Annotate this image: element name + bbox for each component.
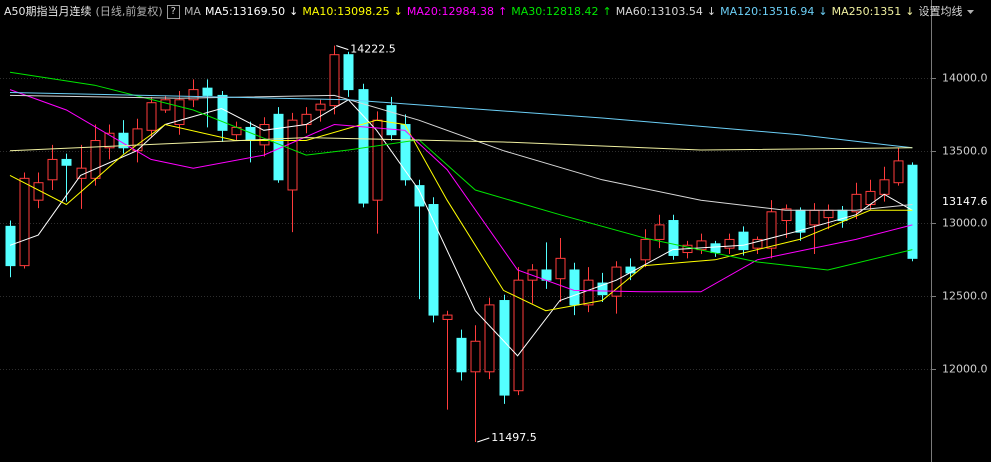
ma-line [9, 89, 913, 293]
candle-body [315, 103, 326, 111]
candle-body [428, 204, 439, 316]
legend-trend: ↓ [393, 5, 403, 18]
candle-body [47, 158, 58, 181]
candle-body [343, 54, 354, 91]
ma-line [9, 94, 913, 211]
legend-trend: ↓ [289, 5, 299, 18]
ma-line [9, 99, 913, 357]
legend-trend: ↓ [905, 5, 915, 18]
candle-body [400, 124, 411, 181]
candle-body [90, 140, 101, 179]
candle-body [33, 182, 44, 201]
candle-body [513, 279, 524, 392]
candle-body [823, 209, 834, 219]
candle-body [640, 238, 651, 261]
candle-body [555, 257, 566, 280]
help-button[interactable]: ? [166, 5, 180, 19]
dropdown-icon[interactable] [966, 8, 975, 16]
candle-body [484, 304, 495, 373]
legend-entry: MA20:12984.38 [406, 5, 495, 18]
annotation-arrow [477, 437, 490, 443]
candle-body [329, 54, 340, 107]
legend-entry: MA30:12818.42 [511, 5, 599, 18]
candle-body [259, 124, 270, 146]
candle-body [710, 243, 721, 254]
legend-trend: ↓ [818, 5, 828, 18]
candle-body [202, 87, 213, 96]
candle-body [752, 238, 763, 249]
ma-line [9, 119, 913, 312]
y-tick-label: 12500.0 [942, 290, 988, 303]
candle-body [583, 279, 594, 306]
candle-body [470, 340, 481, 373]
ma-line [9, 71, 913, 271]
candle-body [781, 208, 792, 222]
candle-body [188, 89, 199, 101]
settings-button[interactable]: 设置均线 [918, 5, 963, 18]
legend-entry: MA10:13098.25 [302, 5, 390, 18]
candle-body [879, 179, 890, 195]
candle-body [738, 231, 749, 251]
candle-body [668, 220, 679, 256]
ma-line [9, 92, 913, 149]
candle-body [795, 209, 806, 233]
legend-entry: MA60:13103.54 [615, 5, 703, 18]
candle-body [104, 132, 115, 149]
candle-body [851, 193, 862, 213]
legend-trend: ↓ [706, 5, 717, 18]
candle-body [569, 269, 580, 306]
candle-body [499, 300, 510, 396]
annotation-label: 11497.5 [491, 431, 537, 444]
candle-body [174, 99, 185, 126]
y-tick-label: 14000.0 [942, 72, 988, 85]
candle-body [907, 164, 918, 259]
legend-trend: ↑ [498, 5, 508, 18]
candle-body [19, 177, 30, 267]
candle-body [724, 238, 735, 249]
candle-body [654, 224, 665, 240]
legend-entry: MA250:1351 [831, 5, 902, 18]
subtitle: (日线,前复权) [95, 5, 163, 18]
candle-body [217, 94, 228, 131]
candle-body [865, 190, 876, 206]
legend-entry: MA120:13516.94 [720, 5, 815, 18]
candle-body [358, 89, 369, 204]
legend-trend: ↑ [602, 5, 612, 18]
candle-body [809, 209, 820, 226]
candle-body [287, 119, 298, 191]
candle-body [541, 269, 552, 281]
annotation-label: 14222.5 [350, 43, 396, 56]
candle-body [61, 158, 72, 166]
y-tick-label: 12000.0 [942, 363, 988, 376]
candle-body [442, 314, 453, 320]
candle-body [5, 225, 16, 267]
annotation-arrow [336, 45, 349, 51]
dropdown-arrow [966, 10, 974, 14]
candle-body [146, 102, 157, 131]
y-tick-label: 13000.0 [942, 217, 988, 230]
candle-body [456, 337, 467, 373]
candle-body [160, 99, 171, 111]
candle-body [386, 105, 397, 136]
candle-body [597, 282, 608, 296]
y-tick-label: 13500.0 [942, 145, 988, 158]
legend-entry: MA5:13169.50 [204, 5, 286, 18]
candle-body [414, 185, 425, 207]
candle-body [766, 211, 777, 249]
ma-line [9, 137, 913, 152]
title: A50期指当月连续 [4, 5, 92, 18]
last-price-label: 13147.6 [942, 195, 988, 208]
ma-label: MA [183, 5, 201, 18]
candle-body [893, 160, 904, 184]
header: A50期指当月连续 (日线,前复权) ? MA MA5:13169.50 ↓ MA1… [4, 3, 975, 21]
